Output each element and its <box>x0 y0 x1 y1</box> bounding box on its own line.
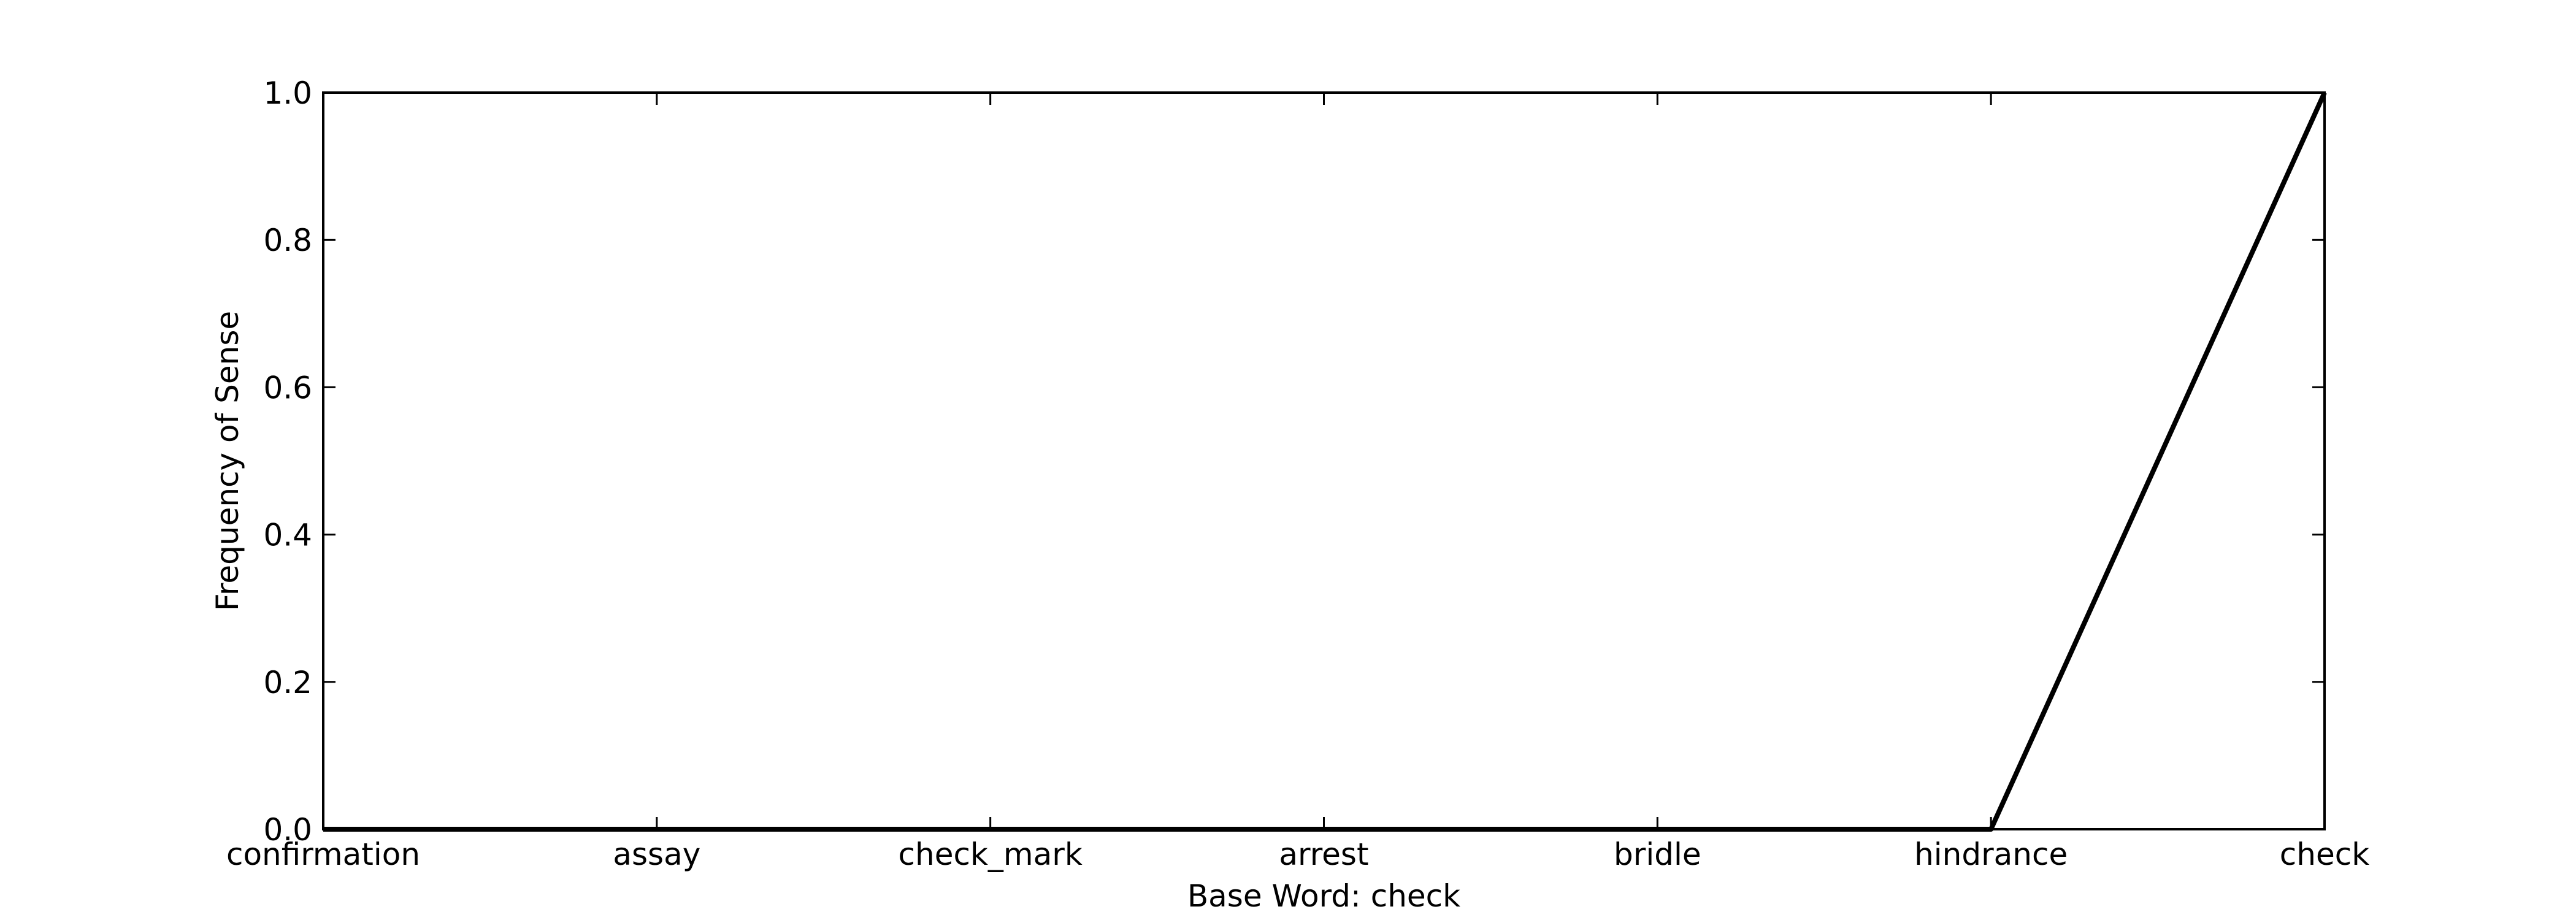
y-tick-label: 1.0 <box>263 75 312 111</box>
x-tick-label: check_mark <box>899 837 1083 872</box>
x-axis-label: Base Word: check <box>1187 878 1460 914</box>
y-tick-label: 0.4 <box>263 518 312 553</box>
y-tick-label: 0.0 <box>263 812 312 848</box>
y-tick-label: 0.6 <box>263 370 312 405</box>
y-tick-label: 0.2 <box>263 665 312 700</box>
x-tick-label: arrest <box>1279 837 1368 872</box>
x-tick-label: check <box>2280 837 2369 872</box>
y-tick-labels: 0.0 0.2 0.4 0.6 0.8 1.0 <box>263 75 312 848</box>
series-lines <box>323 91 2327 832</box>
x-tick-label: hindrance <box>1914 837 2068 872</box>
x-tick-label: confirmation <box>226 837 420 872</box>
series-line <box>323 91 2327 832</box>
plot-frame <box>322 91 2326 830</box>
y-tick-label: 0.8 <box>263 223 312 258</box>
x-tick-labels: confirmation assay check_mark arrest bridle h… <box>226 837 2369 872</box>
x-tick-label: bridle <box>1614 837 1701 872</box>
axis-ticks <box>322 91 2326 830</box>
x-tick-label: assay <box>613 837 700 872</box>
y-axis-label: Frequency of Sense <box>210 311 245 611</box>
